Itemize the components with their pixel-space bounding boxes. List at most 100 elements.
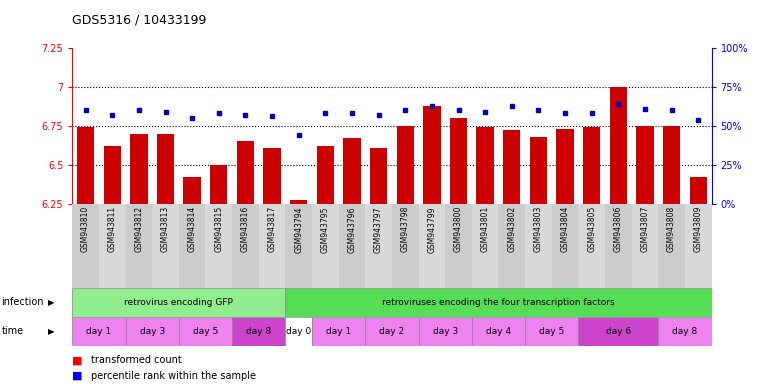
Bar — [498, 204, 525, 288]
Text: day 5: day 5 — [193, 327, 218, 336]
Bar — [658, 317, 712, 346]
Bar — [578, 204, 605, 288]
Bar — [636, 126, 654, 204]
Bar — [530, 137, 547, 204]
Bar — [339, 204, 365, 288]
Bar — [179, 317, 232, 346]
Text: GSM943810: GSM943810 — [81, 206, 90, 252]
Text: GSM943795: GSM943795 — [321, 206, 330, 253]
Bar — [476, 127, 494, 204]
Text: GSM943803: GSM943803 — [534, 206, 543, 252]
Text: retroviruses encoding the four transcription factors: retroviruses encoding the four transcrip… — [382, 298, 615, 307]
Text: ▶: ▶ — [48, 298, 55, 307]
Text: GSM943816: GSM943816 — [241, 206, 250, 252]
Bar — [663, 126, 680, 204]
Text: day 1: day 1 — [326, 327, 352, 336]
Bar — [179, 204, 205, 288]
Text: GSM943798: GSM943798 — [401, 206, 409, 252]
Text: ■: ■ — [72, 355, 83, 365]
Text: GSM943799: GSM943799 — [428, 206, 436, 253]
Text: GSM943801: GSM943801 — [481, 206, 489, 252]
Bar — [130, 134, 148, 204]
Bar — [365, 204, 392, 288]
Text: GSM943805: GSM943805 — [587, 206, 596, 252]
Bar — [126, 204, 152, 288]
Text: day 8: day 8 — [246, 327, 272, 336]
Bar — [525, 317, 578, 346]
Bar — [556, 129, 574, 204]
Bar — [370, 147, 387, 204]
Bar — [419, 204, 445, 288]
Text: GSM943812: GSM943812 — [135, 206, 143, 252]
Bar — [210, 165, 228, 204]
Bar — [610, 87, 627, 204]
Text: GSM943807: GSM943807 — [641, 206, 649, 252]
Bar — [525, 204, 552, 288]
Bar — [72, 288, 285, 317]
Bar — [285, 317, 312, 346]
Text: GSM943800: GSM943800 — [454, 206, 463, 252]
Text: day 6: day 6 — [606, 327, 631, 336]
Text: retrovirus encoding GFP: retrovirus encoding GFP — [124, 298, 234, 307]
Bar — [445, 204, 472, 288]
Bar — [237, 141, 254, 204]
Text: GSM943811: GSM943811 — [108, 206, 116, 252]
Bar — [312, 317, 365, 346]
Bar — [343, 138, 361, 204]
Bar — [689, 177, 707, 204]
Bar — [632, 204, 658, 288]
Bar — [259, 204, 285, 288]
Bar — [392, 204, 419, 288]
Text: GSM943809: GSM943809 — [694, 206, 702, 252]
Bar — [77, 127, 94, 204]
Text: GSM943806: GSM943806 — [614, 206, 622, 252]
Text: GDS5316 / 10433199: GDS5316 / 10433199 — [72, 14, 207, 27]
Text: day 2: day 2 — [379, 327, 405, 336]
Bar — [285, 288, 712, 317]
Bar — [423, 106, 441, 204]
Bar — [317, 146, 334, 204]
Bar — [503, 131, 521, 204]
Bar — [583, 127, 600, 204]
Bar — [263, 147, 281, 204]
Bar — [658, 204, 685, 288]
Text: day 3: day 3 — [139, 327, 165, 336]
Text: GSM943814: GSM943814 — [188, 206, 196, 252]
Bar — [126, 317, 179, 346]
Text: day 1: day 1 — [86, 327, 112, 336]
Bar — [205, 204, 232, 288]
Bar — [552, 204, 578, 288]
Bar — [685, 204, 712, 288]
Bar — [419, 317, 472, 346]
Bar — [365, 317, 419, 346]
Bar — [152, 204, 179, 288]
Text: transformed count: transformed count — [91, 355, 182, 365]
Bar — [157, 134, 174, 204]
Text: GSM943794: GSM943794 — [295, 206, 303, 253]
Bar — [472, 317, 525, 346]
Bar — [285, 204, 312, 288]
Bar — [578, 317, 658, 346]
Bar — [183, 177, 201, 204]
Bar — [450, 118, 467, 204]
Text: GSM943796: GSM943796 — [348, 206, 356, 253]
Bar — [312, 204, 339, 288]
Text: day 4: day 4 — [486, 327, 511, 336]
Text: GSM943817: GSM943817 — [268, 206, 276, 252]
Text: day 8: day 8 — [672, 327, 698, 336]
Bar — [232, 317, 285, 346]
Bar — [290, 200, 307, 204]
Text: GSM943802: GSM943802 — [508, 206, 516, 252]
Bar — [72, 204, 99, 288]
Bar — [605, 204, 632, 288]
Bar — [72, 317, 126, 346]
Bar — [232, 204, 259, 288]
Text: GSM943804: GSM943804 — [561, 206, 569, 252]
Text: day 3: day 3 — [432, 327, 458, 336]
Text: percentile rank within the sample: percentile rank within the sample — [91, 371, 256, 381]
Text: day 0: day 0 — [286, 327, 311, 336]
Text: GSM943815: GSM943815 — [215, 206, 223, 252]
Bar — [396, 126, 414, 204]
Text: infection: infection — [2, 297, 44, 308]
Text: time: time — [2, 326, 24, 336]
